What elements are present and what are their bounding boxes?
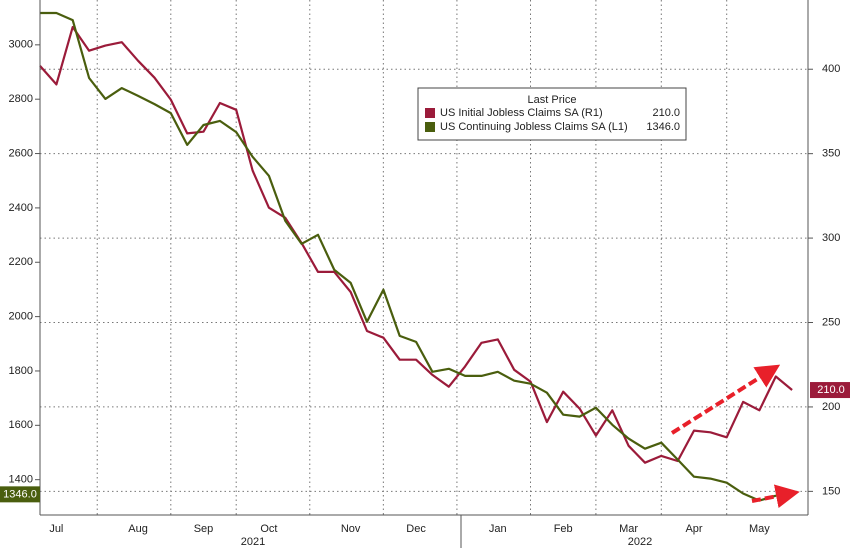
y2-tick-label: 200 xyxy=(822,401,840,413)
y-tick-label: 2000 xyxy=(9,311,33,323)
y2-tick-label: 350 xyxy=(822,148,840,160)
y-tick-label: 1600 xyxy=(9,419,33,431)
last-value-tag xyxy=(0,486,40,503)
series-line xyxy=(39,25,793,464)
year-label: 2022 xyxy=(628,536,652,548)
plot-area xyxy=(39,0,808,515)
legend-swatch xyxy=(425,108,435,118)
series-line xyxy=(40,11,793,502)
legend-label: US Initial Jobless Claims SA (R1) xyxy=(440,107,603,119)
y-tick-label: 3000 xyxy=(9,39,33,51)
x-tick-label: May xyxy=(749,523,770,535)
legend-box xyxy=(417,87,687,141)
x-tick-label: Dec xyxy=(406,523,426,535)
last-value-tag xyxy=(810,382,850,399)
x-tick-label: Aug xyxy=(128,523,148,535)
x-tick-label: Nov xyxy=(341,523,361,535)
year-label: 2021 xyxy=(241,536,265,548)
legend-swatch xyxy=(425,122,435,132)
y-tick-label: 2200 xyxy=(9,256,33,268)
y-tick-label: 2400 xyxy=(9,202,33,214)
legend-label: US Continuing Jobless Claims SA (L1) xyxy=(440,121,628,133)
x-tick-label: Feb xyxy=(554,523,573,535)
legend-value: 210.0 xyxy=(652,107,680,119)
last-value-tag-label: 1346.0 xyxy=(3,488,37,500)
legend-value: 1346.0 xyxy=(646,121,680,133)
y-tick-label: 1800 xyxy=(9,365,33,377)
y-tick-label: 1400 xyxy=(9,474,33,486)
x-tick-label: Sep xyxy=(194,523,214,535)
last-value-tag-label: 210.0 xyxy=(817,384,845,396)
x-tick-label: Apr xyxy=(685,523,702,535)
x-tick-label: Jul xyxy=(49,523,63,535)
x-tick-label: Mar xyxy=(619,523,638,535)
y2-tick-label: 250 xyxy=(822,316,840,328)
y-tick-label: 2600 xyxy=(9,147,33,159)
trend-arrow xyxy=(751,484,800,509)
trend-arrow xyxy=(670,364,781,435)
x-tick-label: Jan xyxy=(489,523,507,535)
y2-tick-label: 400 xyxy=(822,63,840,75)
x-tick-label: Oct xyxy=(260,523,277,535)
legend-title: Last Price xyxy=(528,94,577,106)
y2-tick-label: 150 xyxy=(822,485,840,497)
y2-tick-label: 300 xyxy=(822,232,840,244)
y-tick-label: 2800 xyxy=(9,93,33,105)
legend: Last Price xyxy=(417,87,687,141)
